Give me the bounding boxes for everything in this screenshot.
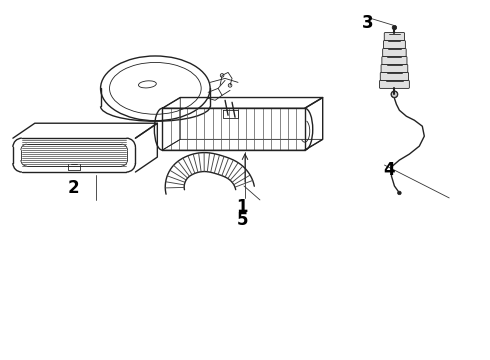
FancyBboxPatch shape bbox=[384, 32, 405, 41]
Circle shape bbox=[397, 191, 401, 195]
Text: 2: 2 bbox=[68, 179, 79, 197]
FancyBboxPatch shape bbox=[384, 41, 405, 49]
Circle shape bbox=[392, 26, 396, 30]
Text: 4: 4 bbox=[384, 161, 395, 179]
Text: 1: 1 bbox=[236, 198, 248, 216]
Circle shape bbox=[220, 73, 224, 77]
FancyBboxPatch shape bbox=[382, 57, 407, 64]
Text: 3: 3 bbox=[362, 14, 373, 32]
FancyBboxPatch shape bbox=[379, 80, 409, 89]
FancyBboxPatch shape bbox=[381, 64, 408, 72]
Circle shape bbox=[391, 91, 398, 98]
Text: 5: 5 bbox=[236, 211, 248, 229]
FancyBboxPatch shape bbox=[380, 72, 409, 80]
FancyBboxPatch shape bbox=[383, 49, 406, 57]
Circle shape bbox=[228, 84, 232, 87]
